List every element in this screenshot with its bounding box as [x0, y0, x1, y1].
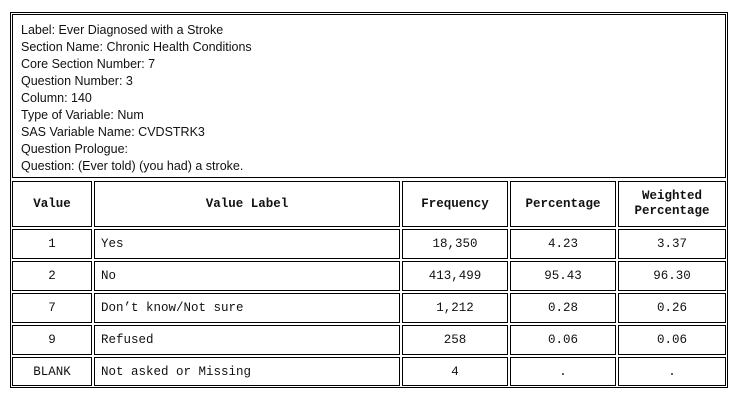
- table-row-label: Yes: [94, 229, 400, 259]
- table-row-weighted: 3.37: [618, 229, 726, 259]
- question-line: Question: (Ever told) (you had) a stroke…: [21, 159, 244, 173]
- table-row-frequency: 4: [402, 357, 508, 386]
- sas-variable-name-line: SAS Variable Name: CVDSTRK3: [21, 125, 205, 139]
- table-row-percentage: .: [510, 357, 616, 386]
- table-row-frequency: 413,499: [402, 261, 508, 291]
- label-line: Label: Ever Diagnosed with a Stroke: [21, 23, 224, 37]
- section-name-line: Section Name: Chronic Health Conditions: [21, 40, 252, 54]
- table-row-value: BLANK: [12, 357, 92, 386]
- table-row-frequency: 1,212: [402, 293, 508, 323]
- table-row-label: Refused: [94, 325, 400, 355]
- table-row-weighted: 0.26: [618, 293, 726, 323]
- table-row-percentage: 4.23: [510, 229, 616, 259]
- table-row-weighted: 96.30: [618, 261, 726, 291]
- header-percentage: Percentage: [510, 181, 616, 227]
- table-row-value: 7: [12, 293, 92, 323]
- table-row-value: 9: [12, 325, 92, 355]
- table-row-weighted: .: [618, 357, 726, 386]
- core-section-number-line: Core Section Number: 7: [21, 57, 156, 71]
- table-row-value: 2: [12, 261, 92, 291]
- table-row-label: Not asked or Missing: [94, 357, 400, 386]
- table-row-frequency: 258: [402, 325, 508, 355]
- header-value: Value: [12, 181, 92, 227]
- codebook-frame: [10, 12, 728, 388]
- table-row-percentage: 0.06: [510, 325, 616, 355]
- header-frequency: Frequency: [402, 181, 508, 227]
- table-row-value: 1: [12, 229, 92, 259]
- column-line: Column: 140: [21, 91, 92, 105]
- header-weighted-percentage: Weighted Percentage: [618, 181, 726, 227]
- question-number-line: Question Number: 3: [21, 74, 133, 88]
- header-value-label: Value Label: [94, 181, 400, 227]
- table-row-frequency: 18,350: [402, 229, 508, 259]
- type-of-variable-line: Type of Variable: Num: [21, 108, 144, 122]
- table-row-percentage: 95.43: [510, 261, 616, 291]
- table-row-percentage: 0.28: [510, 293, 616, 323]
- table-row-weighted: 0.06: [618, 325, 726, 355]
- question-prologue-line: Question Prologue:: [21, 142, 129, 156]
- table-row-label: Don’t know/Not sure: [94, 293, 400, 323]
- table-row-label: No: [94, 261, 400, 291]
- variable-info-panel: Label: Ever Diagnosed with a Stroke Sect…: [12, 14, 726, 178]
